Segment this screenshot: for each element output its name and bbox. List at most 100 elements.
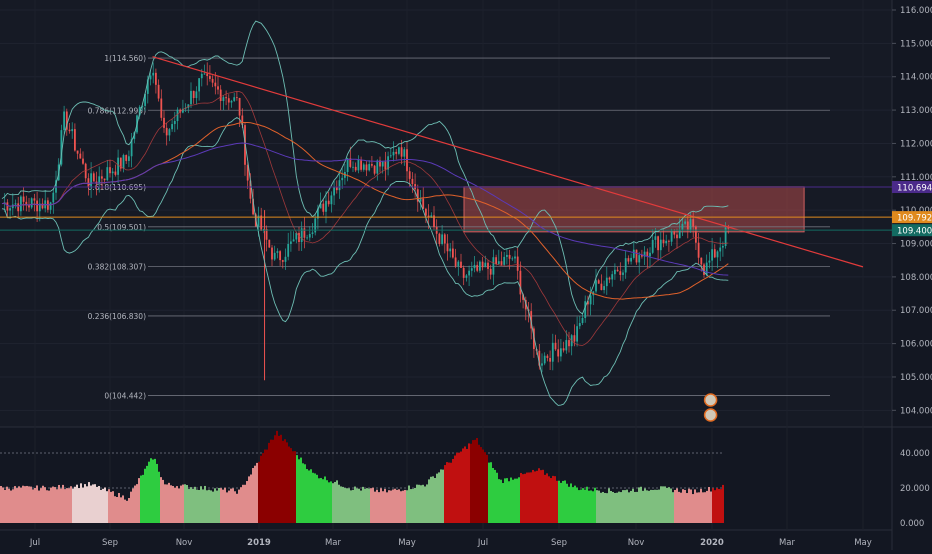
oscillator-bar[interactable] xyxy=(544,474,546,523)
oscillator-bar[interactable] xyxy=(320,477,322,523)
candle-body[interactable] xyxy=(246,164,249,181)
oscillator-bar[interactable] xyxy=(604,492,606,523)
candle-body[interactable] xyxy=(236,97,238,99)
candle-body[interactable] xyxy=(98,176,101,184)
oscillator-bar[interactable] xyxy=(636,491,638,523)
oscillator-bar[interactable] xyxy=(482,449,484,523)
oscillator-bar[interactable] xyxy=(286,442,288,523)
oscillator-bar[interactable] xyxy=(442,469,444,523)
candle-body[interactable] xyxy=(317,208,319,219)
oscillator-bar[interactable] xyxy=(688,488,690,523)
oscillator-bar[interactable] xyxy=(20,487,22,523)
oscillator-bar[interactable] xyxy=(112,491,114,523)
candle-body[interactable] xyxy=(160,98,163,118)
candle-body[interactable] xyxy=(624,258,627,273)
oscillator-bar[interactable] xyxy=(92,484,94,523)
oscillator-bar[interactable] xyxy=(676,488,678,523)
oscillator-bar[interactable] xyxy=(298,459,300,523)
candle-body[interactable] xyxy=(252,198,254,215)
oscillator-bar[interactable] xyxy=(698,492,700,523)
candle-body[interactable] xyxy=(22,196,25,202)
oscillator-bar[interactable] xyxy=(574,485,576,523)
oscillator-bar[interactable] xyxy=(50,487,52,523)
candle-body[interactable] xyxy=(65,111,68,130)
oscillator-bar[interactable] xyxy=(580,489,582,523)
candle-body[interactable] xyxy=(38,203,41,212)
candle-body[interactable] xyxy=(589,295,592,305)
oscillator-bar[interactable] xyxy=(138,478,140,523)
candle-body[interactable] xyxy=(422,198,425,209)
oscillator-bar[interactable] xyxy=(694,489,696,523)
oscillator-bar[interactable] xyxy=(520,472,522,523)
oscillator-bar[interactable] xyxy=(494,469,496,523)
oscillator-bar[interactable] xyxy=(642,490,644,523)
oscillator-bar[interactable] xyxy=(510,477,512,523)
oscillator-bar[interactable] xyxy=(432,476,434,523)
oscillator-bar[interactable] xyxy=(360,490,362,523)
oscillator-bar[interactable] xyxy=(178,488,180,523)
candle-body[interactable] xyxy=(722,246,724,248)
oscillator-bar[interactable] xyxy=(356,488,358,523)
oscillator-bar[interactable] xyxy=(514,478,516,523)
oscillator-bar[interactable] xyxy=(678,491,680,523)
oscillator-bar[interactable] xyxy=(48,490,50,523)
oscillator-bar[interactable] xyxy=(304,464,306,523)
candle-body[interactable] xyxy=(487,262,489,269)
candle-body[interactable] xyxy=(163,117,165,128)
candle-body[interactable] xyxy=(684,221,686,224)
oscillator-bar[interactable] xyxy=(310,469,312,523)
oscillator-bar[interactable] xyxy=(602,491,604,523)
oscillator-bar[interactable] xyxy=(256,462,258,523)
oscillator-bar[interactable] xyxy=(618,491,620,523)
candle-body[interactable] xyxy=(155,72,157,85)
oscillator-bar[interactable] xyxy=(490,462,492,523)
candle-body[interactable] xyxy=(206,73,209,77)
candle-body[interactable] xyxy=(354,166,357,171)
oscillator-bar[interactable] xyxy=(570,483,572,523)
oscillator-bar[interactable] xyxy=(182,484,184,523)
candle-body[interactable] xyxy=(238,97,241,116)
candle-body[interactable] xyxy=(400,147,403,157)
oscillator-bar[interactable] xyxy=(446,462,448,523)
oscillator-bar[interactable] xyxy=(396,489,398,523)
oscillator-bar[interactable] xyxy=(164,484,166,523)
oscillator-bar[interactable] xyxy=(404,489,406,523)
candle-body[interactable] xyxy=(327,200,330,205)
candle-body[interactable] xyxy=(398,147,400,154)
candle-body[interactable] xyxy=(365,164,368,171)
oscillator-bar[interactable] xyxy=(290,448,292,523)
candle-body[interactable] xyxy=(17,203,20,212)
oscillator-bar[interactable] xyxy=(584,489,586,523)
oscillator-bar[interactable] xyxy=(598,490,600,523)
oscillator-bar[interactable] xyxy=(646,490,648,523)
oscillator-bar[interactable] xyxy=(462,448,464,523)
oscillator-bar[interactable] xyxy=(632,488,634,523)
candle-body[interactable] xyxy=(130,139,133,157)
oscillator-bar[interactable] xyxy=(352,489,354,523)
candle-body[interactable] xyxy=(325,200,327,212)
oscillator-bar[interactable] xyxy=(152,459,154,523)
oscillator-bar[interactable] xyxy=(252,468,254,523)
candle-body[interactable] xyxy=(446,243,449,252)
oscillator-bar[interactable] xyxy=(354,486,356,523)
oscillator-bar[interactable] xyxy=(216,490,218,523)
oscillator-bar[interactable] xyxy=(22,485,24,523)
oscillator-bar[interactable] xyxy=(406,490,408,523)
candle-body[interactable] xyxy=(292,239,295,242)
oscillator-bar[interactable] xyxy=(136,484,138,523)
oscillator-bar[interactable] xyxy=(398,489,400,523)
candle-body[interactable] xyxy=(681,223,684,230)
oscillator-bar[interactable] xyxy=(294,451,296,523)
oscillator-bar[interactable] xyxy=(104,487,106,523)
candle-body[interactable] xyxy=(144,93,146,106)
candle-body[interactable] xyxy=(179,109,182,113)
oscillator-bar[interactable] xyxy=(424,486,426,523)
oscillator-bar[interactable] xyxy=(14,486,16,523)
candle-body[interactable] xyxy=(171,124,173,130)
oscillator-bar[interactable] xyxy=(674,489,676,523)
candle-body[interactable] xyxy=(641,255,643,257)
oscillator-bar[interactable] xyxy=(250,474,252,523)
candle-body[interactable] xyxy=(106,167,109,181)
oscillator-bar[interactable] xyxy=(232,488,234,523)
candle-body[interactable] xyxy=(319,203,322,209)
